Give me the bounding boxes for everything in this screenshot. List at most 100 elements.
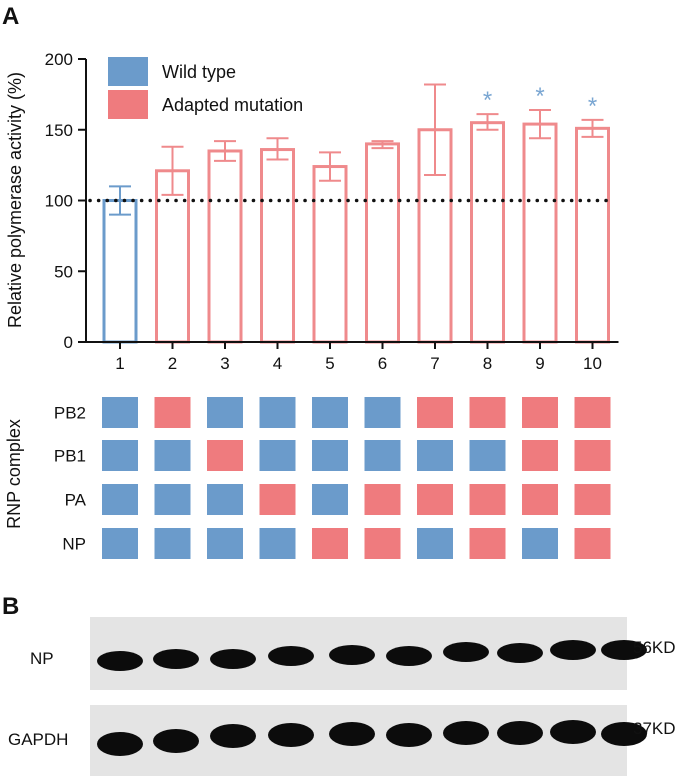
x-tick-label: 6 [378,354,387,373]
blot-band [550,640,596,660]
rnp-cell [259,484,296,515]
x-tick-label: 10 [583,354,602,373]
significance-markers: * * * [483,83,597,120]
blot-band [268,723,314,747]
bars [102,121,610,344]
blot-band [601,722,647,746]
rnp-cell [574,484,611,515]
rnp-cell [417,528,453,559]
y-axis: 0 50 100 150 200 [45,50,87,352]
legend-swatch-wild-type [108,57,148,86]
y-tick-label: 100 [45,192,73,211]
bar [470,121,505,344]
significance-star: * [483,87,492,114]
rnp-cell [259,440,296,471]
y-tick-label: 50 [54,262,73,281]
rnp-cell [312,484,348,515]
blot-band [497,721,543,745]
rnp-cell [207,528,243,559]
blot-band [268,646,314,666]
rnp-row-label: PA [65,491,87,510]
blot-label: GAPDH [8,730,68,749]
rnp-cell [469,440,506,471]
rnp-cell [469,528,506,559]
bar [312,165,348,344]
blot-band [329,645,375,665]
rnp-cell [102,397,138,428]
rnp-cell [102,440,138,471]
panel-label-a: A [2,3,19,30]
x-axis: 1 2 3 4 5 6 7 8 9 10 [86,341,619,373]
x-tick-label: 8 [483,354,492,373]
blot-size-label: 56KD [633,638,676,657]
blot-label: NP [30,649,54,668]
rnp-axis-title: RNP complex [4,419,24,529]
error-bars [109,83,604,216]
x-tick-label: 1 [115,354,124,373]
legend-label-adapted-mutation: Adapted mutation [162,95,303,115]
rnp-cell [364,440,401,471]
rnp-cell [364,397,401,428]
bar [207,149,243,344]
bar [365,142,400,344]
rnp-row-label: NP [62,535,86,554]
y-axis-title: Relative polymerase activity (%) [5,72,25,328]
blot-band [497,643,543,663]
x-tick-label: 7 [430,354,439,373]
blot-band [386,646,432,666]
rnp-cell [522,397,558,428]
western-blots: NP 56KD GAPDH 37KD [8,617,676,776]
blot-band [153,649,199,669]
rnp-cell [207,484,243,515]
rnp-cell [417,440,453,471]
legend-label-wild-type: Wild type [162,62,236,82]
rnp-cell [312,440,348,471]
rnp-cell [154,528,191,559]
blot-band [153,729,199,753]
legend: Wild type Adapted mutation [108,57,303,119]
significance-star: * [588,93,597,120]
rnp-cell [154,440,191,471]
legend-swatch-adapted-mutation [108,90,148,119]
bar [102,199,138,344]
rnp-cell [312,528,348,559]
rnp-cell [574,397,611,428]
bar [155,169,190,344]
rnp-cell [102,528,138,559]
x-tick-label: 4 [273,354,282,373]
blot-band [210,649,256,669]
rnp-cell [207,397,243,428]
rnp-cell [574,440,611,471]
blot-size-label: 37KD [633,719,676,738]
y-tick-label: 200 [45,50,73,69]
rnp-cell [312,397,348,428]
y-tick-label: 150 [45,121,73,140]
blot-band [97,651,143,671]
blot-band [443,642,489,662]
rnp-row-label: PB1 [54,447,86,466]
bar [260,148,295,344]
rnp-cell [259,528,296,559]
rnp-cell [469,484,506,515]
blot-band [210,724,256,748]
blot-band [550,720,596,744]
rnp-cell [102,484,138,515]
x-tick-label: 2 [168,354,177,373]
rnp-cell [522,528,558,559]
blot-band [329,722,375,746]
rnp-cell [469,397,506,428]
x-tick-label: 5 [325,354,334,373]
x-tick-label: 3 [220,354,229,373]
panel-label-b: B [2,593,19,620]
rnp-cell [154,397,191,428]
rnp-cell [207,440,243,471]
rnp-cell [364,528,401,559]
rnp-cell [417,397,453,428]
rnp-cell [522,440,558,471]
blot-band [386,723,432,747]
rnp-row-label: PB2 [54,404,86,423]
rnp-cell [417,484,453,515]
rnp-cell [259,397,296,428]
rnp-cell [522,484,558,515]
